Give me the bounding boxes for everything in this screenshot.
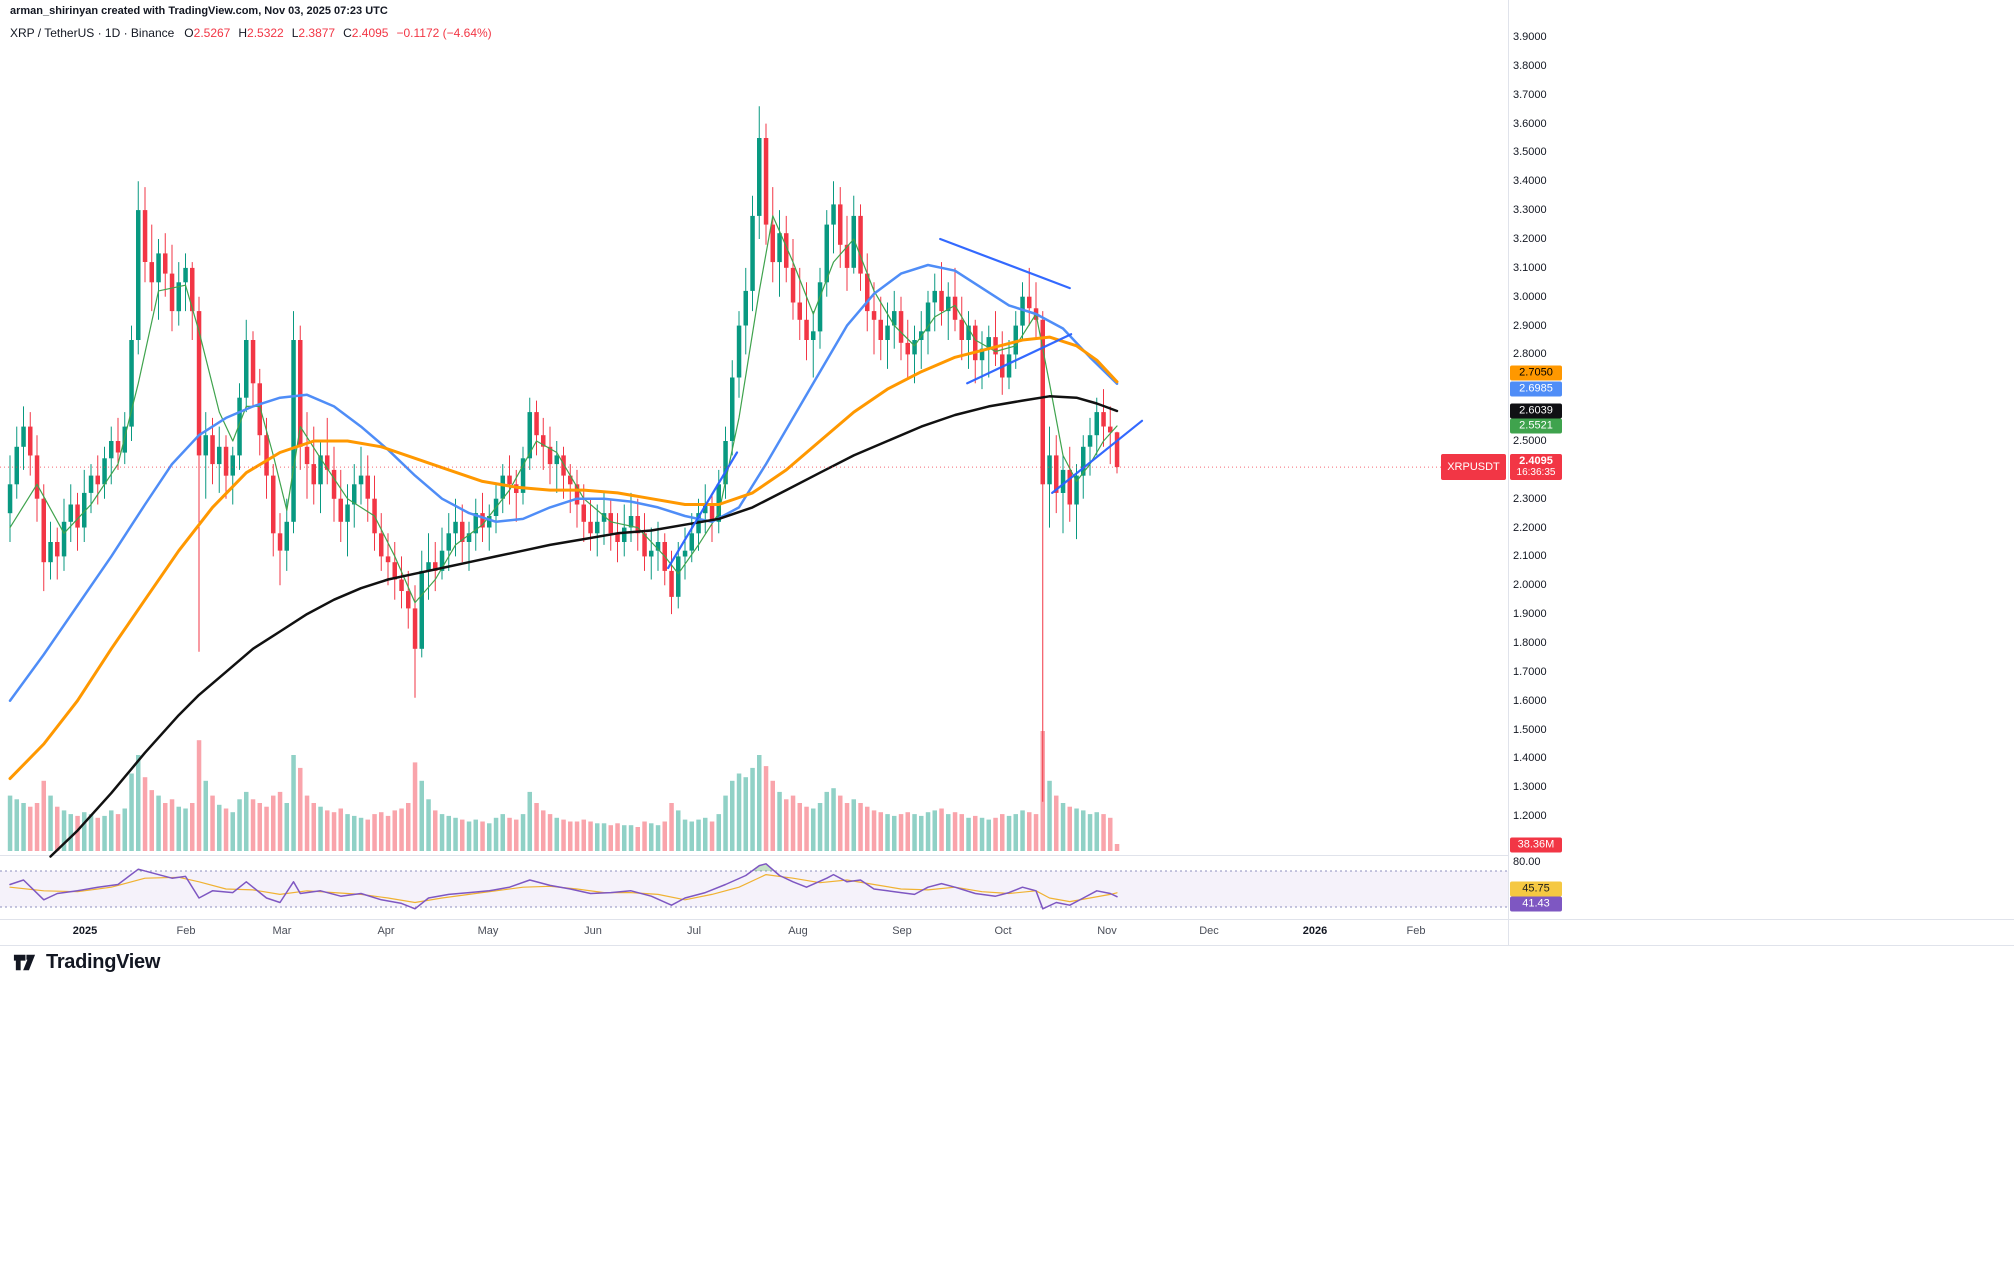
current-price-tag: 2.4095 16:36:35 [1510, 454, 1562, 480]
time-axis-label: Dec [1199, 925, 1219, 937]
time-axis-label: Nov [1097, 925, 1117, 937]
attribution-text: arman_shirinyan created with TradingView… [10, 5, 388, 17]
symbol-title[interactable]: XRP / TetherUS · 1D · Binance [10, 26, 175, 40]
price-tick-label: 1.6000 [1513, 694, 1547, 707]
ohlc-item: L2.3877 [291, 26, 336, 40]
time-axis-label: Apr [377, 925, 395, 937]
time-axis-label: Oct [994, 925, 1012, 937]
time-axis-label: 2026 [1302, 925, 1328, 937]
bar-close-countdown: 16:36:35 [1516, 467, 1556, 478]
price-tick-label: 3.3000 [1513, 204, 1547, 217]
time-axis-label: Feb [176, 925, 196, 937]
change-value: −0.1172 (−4.64%) [396, 26, 492, 40]
price-tick-label: 3.9000 [1513, 31, 1547, 43]
time-axis-label: Jul [686, 925, 702, 937]
ohlc-item: C2.4095 [343, 26, 389, 40]
time-axis-label: Mar [272, 925, 292, 937]
symbol-price-tag: XRPUSDT [1441, 454, 1506, 480]
rsi-tick-label: 80.00 [1513, 856, 1541, 868]
ma100-price-tag: 2.7050 [1510, 365, 1562, 381]
time-axis-label: Feb [1406, 925, 1426, 937]
price-tick-label: 1.3000 [1513, 781, 1547, 794]
time-axis-label: Jun [584, 925, 602, 937]
current-price-value: 2.4095 [1519, 455, 1553, 467]
ohlc-values: O2.5267 H2.5322 L2.3877 C2.4095 −0.1172 (−4.… [184, 26, 491, 40]
price-tick-label: 2.2000 [1513, 521, 1547, 534]
price-tick-label: 3.1000 [1513, 261, 1547, 274]
candles[interactable] [7, 106, 1120, 802]
ohlc-item: O2.5267 [184, 26, 231, 40]
volume-price-tag: 38.36M [1510, 837, 1562, 853]
tradingview-logo-text: TradingView [46, 951, 161, 973]
price-tick-label: 2.5000 [1513, 435, 1547, 447]
ma200-price-tag: 2.6039 [1510, 403, 1562, 419]
ma50-price-tag: 2.6985 [1510, 381, 1562, 397]
price-tick-label: 2.8000 [1513, 348, 1547, 361]
price-tick-label: 3.5000 [1513, 146, 1547, 159]
price-tick-label: 1.8000 [1513, 637, 1547, 649]
rsi-pane [0, 863, 1508, 910]
rsi-price-tag: 41.43 [1510, 896, 1562, 912]
ohlc-item: H2.5322 [238, 26, 284, 40]
price-tick-label: 3.4000 [1513, 175, 1547, 188]
price-tick-label: 1.9000 [1513, 608, 1547, 621]
price-tick-label: 1.4000 [1513, 752, 1547, 765]
rsi-ma-price-tag: 45.75 [1510, 881, 1562, 897]
price-tick-label: 1.5000 [1513, 723, 1547, 736]
price-tick-label: 3.8000 [1513, 59, 1547, 72]
price-tick-label: 2.0000 [1513, 579, 1547, 592]
price-tick-label: 3.7000 [1513, 88, 1547, 101]
volume-bars [7, 731, 1120, 851]
symbol-info-bar: XRP / TetherUS · 1D · Binance O2.5267 H2.… [10, 26, 492, 40]
time-axis-label: Sep [892, 925, 912, 937]
price-tick-label: 2.1000 [1513, 550, 1547, 563]
tradingview-logo-icon [13, 954, 36, 971]
trendlines[interactable] [666, 237, 1144, 570]
tradingview-logo[interactable]: TradingView [12, 950, 160, 975]
price-tick-label: 1.7000 [1513, 665, 1547, 678]
time-axis-label: 2025 [72, 925, 98, 937]
price-tick-label: 3.2000 [1513, 233, 1547, 245]
price-tick-label: 2.9000 [1513, 319, 1547, 332]
price-tick-label: 3.0000 [1513, 290, 1547, 303]
ma-fast-price-tag: 2.5521 [1510, 418, 1562, 434]
pane-separators [0, 0, 2014, 946]
moving-average-lines [8, 215, 1119, 858]
price-tick-label: 2.3000 [1513, 492, 1547, 505]
price-tick-label: 1.2000 [1513, 810, 1547, 823]
price-tick-label: 3.6000 [1513, 117, 1547, 130]
time-axis-label: Aug [788, 925, 808, 937]
time-axis-label: May [477, 925, 499, 937]
